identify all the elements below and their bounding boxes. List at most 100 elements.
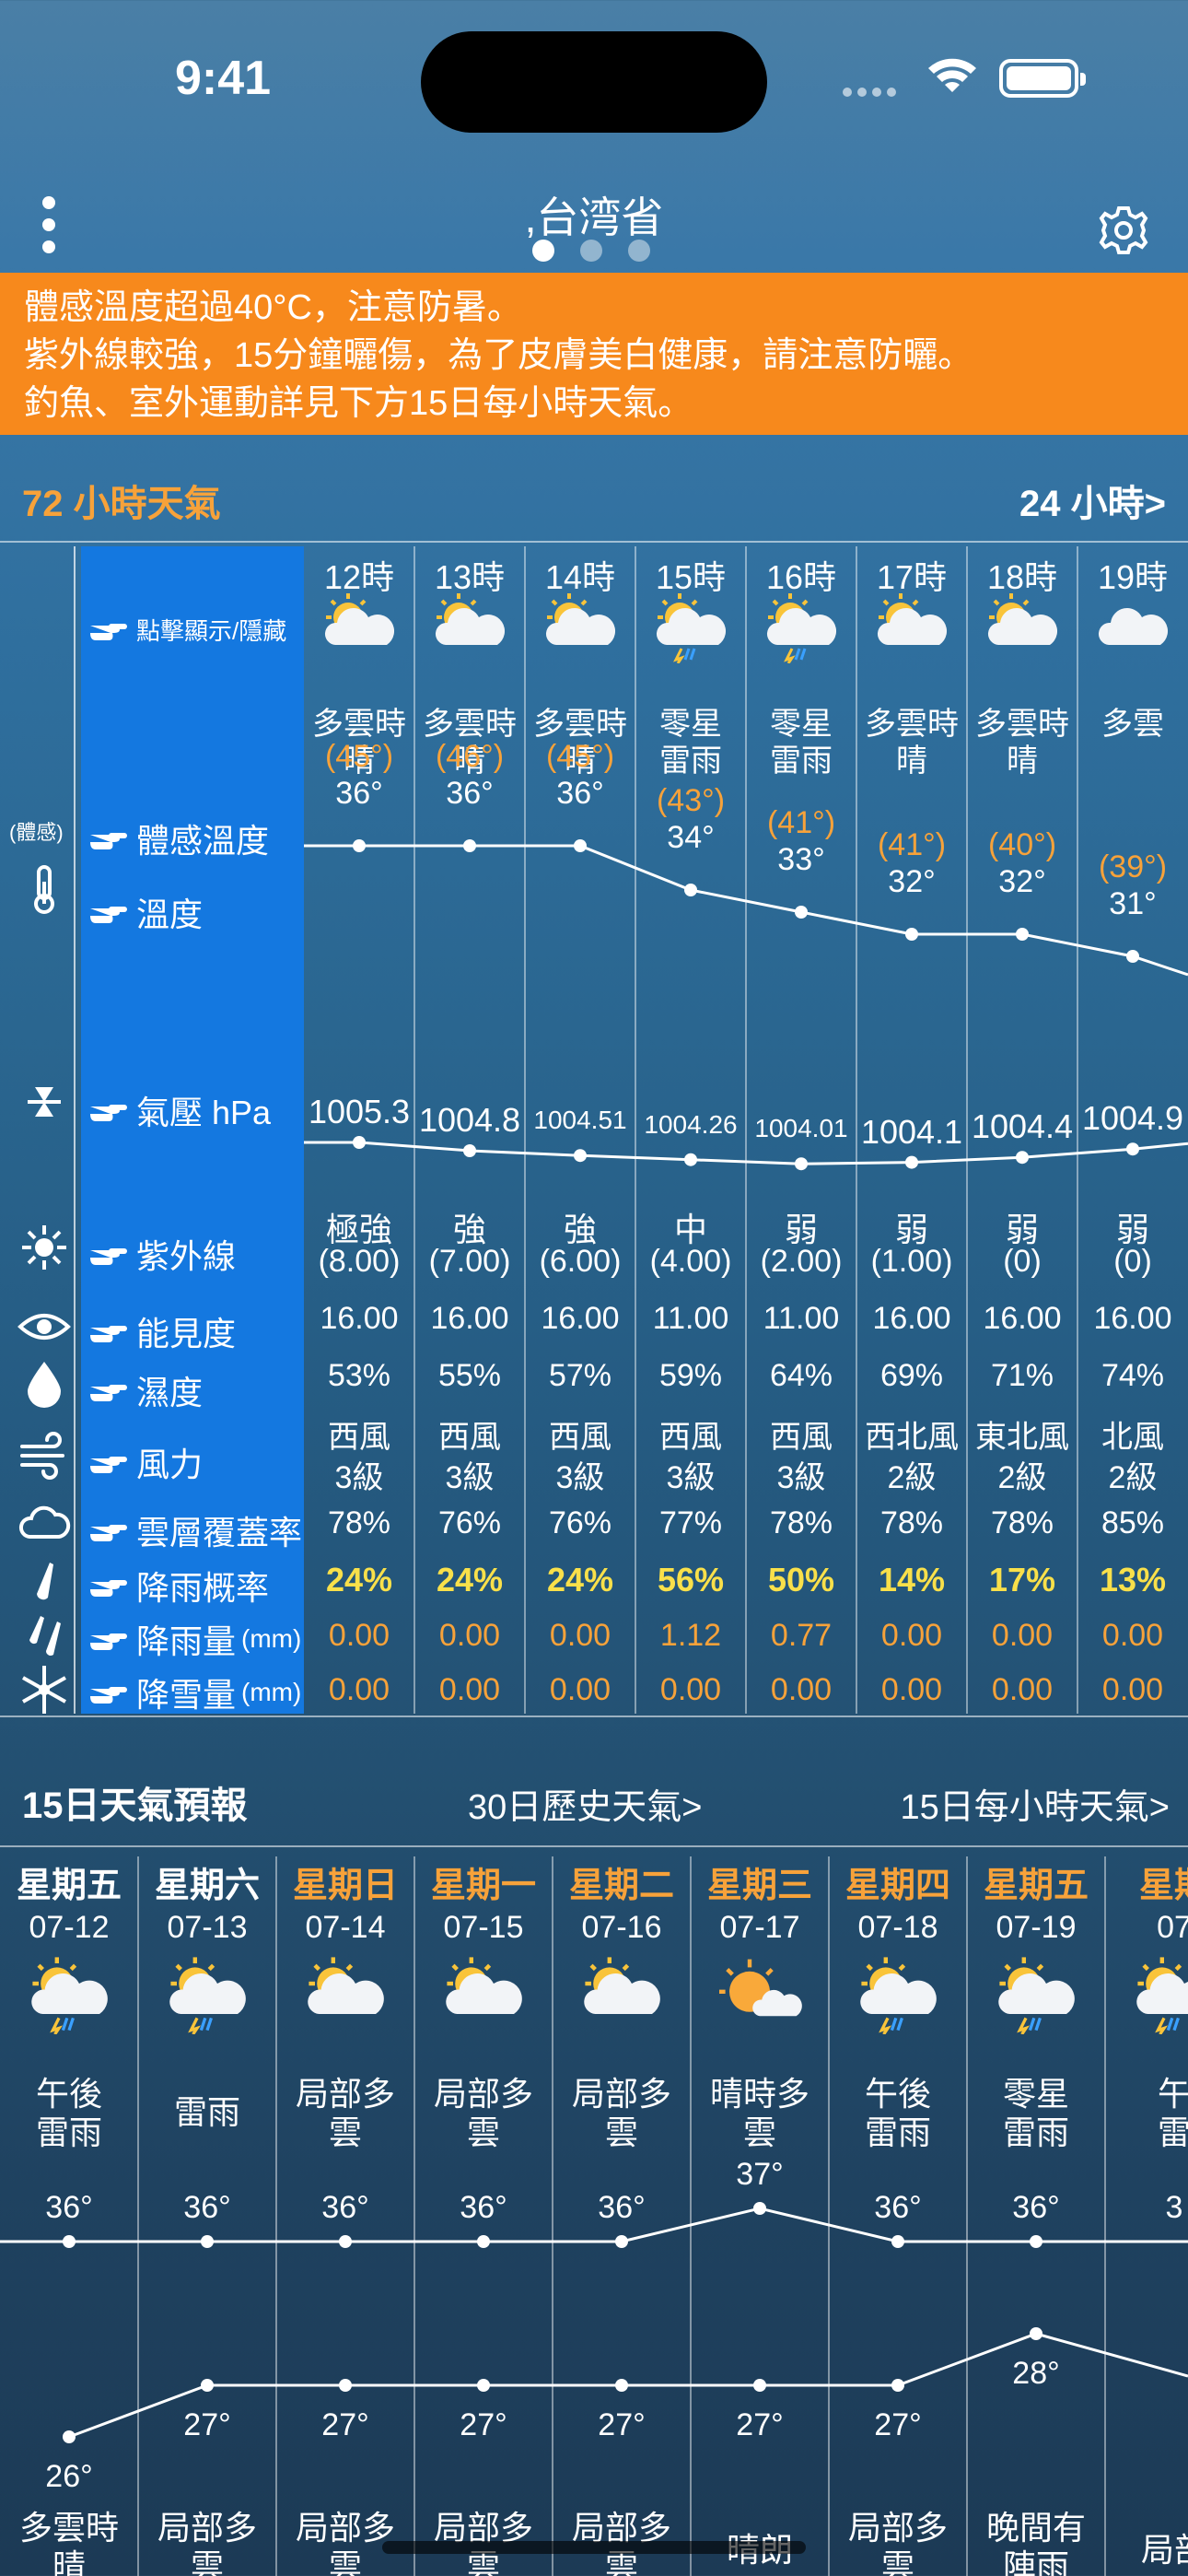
feels-like-value: (45°) (545, 739, 615, 774)
dynamic-island (421, 31, 767, 133)
divider (0, 1845, 1188, 1847)
toggle-label[interactable]: 點擊顯示/隱藏 (136, 616, 287, 645)
rain-probability-value: 13% (1099, 1561, 1167, 1598)
wind-level: 3級 (666, 1460, 716, 1495)
cloud-cover-value: 76% (437, 1505, 502, 1540)
day-icon-wrap (967, 1953, 1105, 2055)
row-label-temp[interactable]: 溫度 (87, 889, 203, 935)
page-dot[interactable] (580, 240, 602, 262)
temperature-value: 32° (998, 864, 1046, 899)
wind-level: 3級 (776, 1460, 826, 1495)
column-divider (413, 546, 415, 1714)
day-condition: 雲 (742, 2113, 776, 2151)
wind-direction: 西風 (659, 1420, 722, 1455)
thunder-rain-icon (766, 593, 837, 663)
row-label-snow-amt[interactable]: 降雪量 (mm) (87, 1669, 301, 1715)
high-temp-value: 36° (874, 2190, 922, 2225)
rain-amount-value: 1.12 (659, 1618, 722, 1653)
day-condition: 午 (1157, 2075, 1188, 2113)
cloud-cover-value: 78% (769, 1505, 833, 1540)
toggle-display-label[interactable]: 點擊顯示/隱藏 (87, 606, 286, 652)
cloud-cover-value: 77% (658, 1505, 723, 1540)
page-dot[interactable] (628, 240, 650, 262)
row-label-uv[interactable]: 紫外線 (87, 1231, 236, 1277)
uv-value: (0) (1113, 1244, 1152, 1279)
hour-condition: 零星 (770, 707, 833, 742)
pressure-point (574, 1149, 587, 1163)
raindrop-icon (37, 1563, 53, 1600)
pressure-point (463, 1144, 476, 1157)
day-date: 07-17 (719, 1910, 800, 1945)
night-condition: 局部多 (847, 2509, 948, 2547)
day-condition: 雷雨 (173, 2093, 240, 2131)
row-label-wind[interactable]: 風力 (87, 1439, 203, 1485)
more-menu-icon[interactable] (35, 196, 63, 261)
row-label-visibility[interactable]: 能見度 (87, 1308, 236, 1354)
cloud-cover-value: 85% (1101, 1505, 1165, 1540)
hour-condition: 多雲時 (423, 707, 517, 742)
hour-icon-wrap (304, 590, 414, 682)
row-label-text: 濕度 (136, 1374, 204, 1411)
pointing-hand-icon (90, 833, 127, 849)
uv-value: (0) (1003, 1244, 1042, 1279)
feel-side-label: (體感) (9, 821, 64, 844)
visibility-value: 16.00 (320, 1301, 399, 1336)
rain-amount-icon (29, 1616, 61, 1656)
row-label-cloud[interactable]: 雲層覆蓋率 (87, 1507, 302, 1553)
alert-line: 紫外線較強，15分鐘曬傷，為了皮膚美白健康，請注意防曬。 (24, 336, 973, 375)
wind-direction: 西風 (770, 1420, 833, 1455)
link-24-hour[interactable]: 24 小時> (1019, 484, 1166, 524)
alert-banner[interactable]: 體感溫度超過40°C，注意防暑。 紫外線較強，15分鐘曬傷，為了皮膚美白健康，請… (0, 273, 1188, 435)
column-divider (1077, 546, 1078, 1714)
gear-icon[interactable] (1096, 203, 1151, 258)
temperature-value: 36° (335, 776, 383, 811)
high-temp-point (201, 2235, 214, 2248)
hour-label: 13時 (434, 558, 506, 596)
page-dot[interactable] (532, 240, 554, 262)
history-weather-link[interactable]: 30日歷史天氣> (468, 1788, 703, 1827)
feels-like-value: (40°) (987, 827, 1057, 862)
uv-value: (2.00) (760, 1244, 843, 1279)
cloud-cover-value: 78% (879, 1505, 944, 1540)
row-label-humidity[interactable]: 濕度 (87, 1367, 203, 1413)
row-label-rain-prob[interactable]: 降雨概率 (87, 1563, 269, 1609)
pointing-hand-icon (90, 1687, 127, 1704)
home-indicator[interactable] (382, 2541, 806, 2554)
uv-level: 弱 (784, 1211, 818, 1248)
cloud-cover-value: 78% (327, 1505, 391, 1540)
hourly-15day-link[interactable]: 15日每小時天氣> (900, 1788, 1170, 1827)
day-icon-wrap (276, 1953, 414, 2055)
thunder-rain-icon (1136, 1957, 1188, 2034)
pointing-hand-icon (90, 1633, 127, 1650)
humidity-value: 55% (437, 1358, 502, 1393)
wind-direction: 西風 (438, 1420, 501, 1455)
location-title[interactable]: ,台湾省 (524, 193, 664, 241)
temperature-value: 36° (446, 776, 494, 811)
hour-icon-wrap (635, 590, 746, 682)
pressure-point (684, 1153, 697, 1166)
page-indicator[interactable] (532, 240, 656, 263)
temperature-point (574, 839, 587, 852)
hour-condition: 晴 (1007, 744, 1038, 779)
low-temp-point (339, 2379, 352, 2392)
snow-amount-value: 0.00 (1101, 1672, 1164, 1707)
night-condition: 雲 (880, 2547, 914, 2576)
divider (0, 1715, 1188, 1717)
night-condition: 雲 (190, 2547, 224, 2576)
wifi-icon (928, 58, 976, 92)
row-label-pressure[interactable]: 氣壓 hPa (87, 1087, 271, 1133)
thunder-rain-icon (998, 1957, 1075, 2034)
high-temp-point (477, 2235, 490, 2248)
humidity-value: 69% (879, 1358, 944, 1393)
temperature-point (1016, 928, 1029, 941)
hour-condition: 雷雨 (659, 744, 722, 779)
hour-icon-wrap (856, 590, 967, 682)
row-label-rain-amt[interactable]: 降雨量 (mm) (87, 1616, 301, 1662)
divider (74, 546, 76, 1714)
pointing-hand-icon (90, 1385, 127, 1401)
eye-icon (17, 1314, 71, 1340)
row-label-feel[interactable]: 體感溫度 (87, 815, 269, 861)
temperature-value: 36° (556, 776, 604, 811)
snow-amount-value: 0.00 (991, 1672, 1054, 1707)
hour-condition: 多雲時 (312, 707, 406, 742)
